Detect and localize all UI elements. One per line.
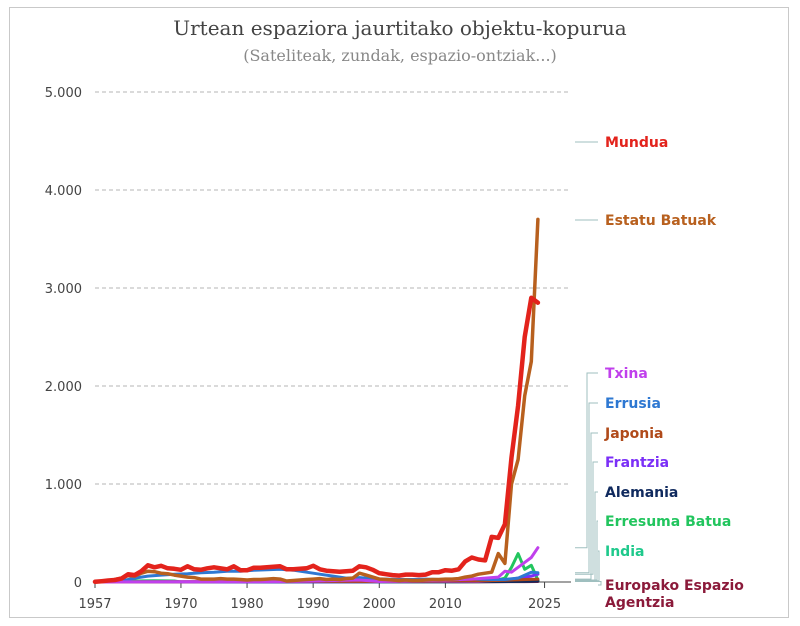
- label-leader: [575, 520, 598, 581]
- y-tick-label: 2.000: [45, 380, 82, 395]
- series-label-mundua: Mundua: [605, 135, 668, 151]
- x-tick-label: 1980: [231, 597, 264, 612]
- series-line-estatu-batuak: [93, 217, 540, 584]
- series-label-europako-espazio-agentzia: Europako Espazio Agentzia: [605, 578, 744, 611]
- series-labels: Mundua Estatu Batuak Txina Errusia Japonia Fr…: [604, 135, 744, 611]
- series-label-txina: Txina: [605, 366, 648, 382]
- series-label-india: India: [605, 544, 644, 560]
- y-axis-ticks: 0 1.000 2.000 3.000 4.000 5.000: [45, 86, 82, 591]
- x-axis-ticks: 1957 1970 1980 1990 2000 2010 2025: [78, 582, 561, 612]
- chart-title: Urtean espaziora jaurtitako objektu-kopu…: [173, 16, 627, 40]
- y-tick-label: 4.000: [45, 184, 82, 199]
- series-label-frantzia: Frantzia: [605, 455, 669, 471]
- x-tick-label: 1970: [164, 597, 197, 612]
- y-tick-label: 5.000: [45, 86, 82, 101]
- x-tick-label: 2025: [528, 597, 561, 612]
- x-tick-label: 1957: [78, 597, 111, 612]
- series-label-errusia: Errusia: [605, 396, 661, 412]
- series-label-estatu-batuak: Estatu Batuak: [605, 213, 717, 229]
- series-line-mundua: [92, 295, 541, 585]
- series-label-alemania: Alemania: [605, 485, 678, 501]
- label-leader: [575, 461, 598, 575]
- series-lines: [92, 217, 541, 585]
- y-tick-label: 1.000: [45, 478, 82, 493]
- y-tick-label: 3.000: [45, 282, 82, 297]
- label-leader: [575, 372, 598, 549]
- chart-frame: [9, 7, 789, 618]
- label-leaders: [575, 141, 602, 586]
- label-leader: [575, 581, 602, 586]
- series-label-erresuma-batua: Erresuma Batua: [605, 514, 731, 530]
- x-tick-label: 1990: [297, 597, 330, 612]
- label-leader: [575, 432, 598, 580]
- series-label-japonia: Japonia: [604, 426, 664, 442]
- y-tick-label: 0: [74, 576, 82, 591]
- x-tick-label: 2000: [363, 597, 396, 612]
- x-tick-label: 2010: [429, 597, 462, 612]
- chart-subtitle: (Sateliteak, zundak, espazio-ontziak...): [243, 46, 557, 65]
- gridlines: [95, 91, 571, 583]
- label-leader: [575, 402, 598, 574]
- label-leader: [575, 550, 600, 582]
